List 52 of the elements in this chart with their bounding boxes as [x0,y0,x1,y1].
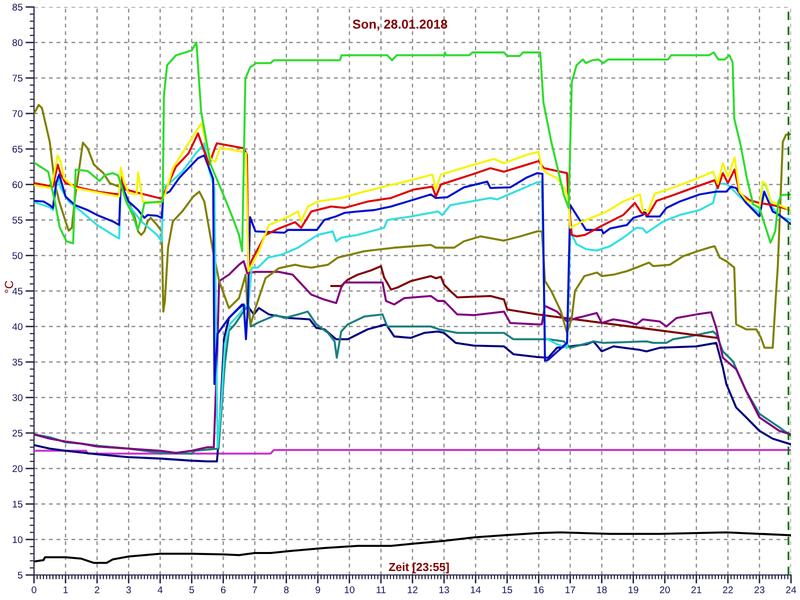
x-tick-label: 18 [597,586,607,594]
y-tick-label: 65 [12,146,22,153]
y-tick-label: 20 [12,465,23,472]
x-tick-label: 6 [221,586,226,594]
x-tick-label: 24 [786,586,796,594]
x-tick-label: 2 [94,586,100,594]
y-axis-title: °C [4,280,14,293]
line-series [34,154,791,386]
line-series [34,531,791,564]
y-tick-label: 35 [12,358,22,366]
y-tick-label: 50 [12,252,23,260]
x-tick-label: 5 [189,586,194,594]
y-tick-label: 70 [12,110,23,118]
y-tick-label: 30 [12,394,23,402]
x-axis-title: Zeit [23:55] [388,562,449,574]
y-tick-label: 80 [12,39,23,46]
x-tick-label: 4 [158,586,163,594]
y-tick-label: 45 [12,288,22,295]
y-tick-label: 25 [12,430,22,437]
x-tick-label: 3 [126,586,131,594]
x-tick-label: 7 [252,586,258,594]
x-tick-label: 10 [344,586,354,594]
x-tick-label: 13 [439,586,450,594]
x-tick-label: 9 [316,586,320,594]
x-tick-label: 19 [628,586,638,594]
y-tick-label: 85 [12,4,22,11]
y-tick-label: 15 [12,500,22,508]
y-tick-label: 40 [12,323,23,330]
x-tick-label: 12 [408,586,418,594]
x-tick-label: 20 [660,586,670,594]
line-series [34,260,791,454]
y-tick-label: 55 [12,216,22,224]
y-tick-label: 60 [12,181,23,188]
line-series [34,142,791,448]
line-series [34,41,791,252]
x-tick-label: 8 [284,586,289,594]
line-series [330,265,718,339]
x-tick-label: 0 [32,586,36,594]
x-tick-label: 11 [376,586,386,594]
x-tick-label: 21 [691,586,702,594]
x-tick-label: 15 [502,586,512,594]
x-tick-label: 22 [723,586,733,594]
x-tick-label: 14 [470,586,481,594]
x-tick-label: 1 [64,586,68,594]
y-tick-label: 75 [12,74,22,82]
line-series [34,104,791,349]
y-tick-label: 5 [18,572,22,579]
x-tick-label: 17 [566,586,576,594]
x-tick-label: 16 [534,586,544,594]
y-tick-label: 10 [12,536,23,544]
text: Son, 28.01.2018 [352,20,448,31]
x-tick-label: 23 [754,586,764,594]
